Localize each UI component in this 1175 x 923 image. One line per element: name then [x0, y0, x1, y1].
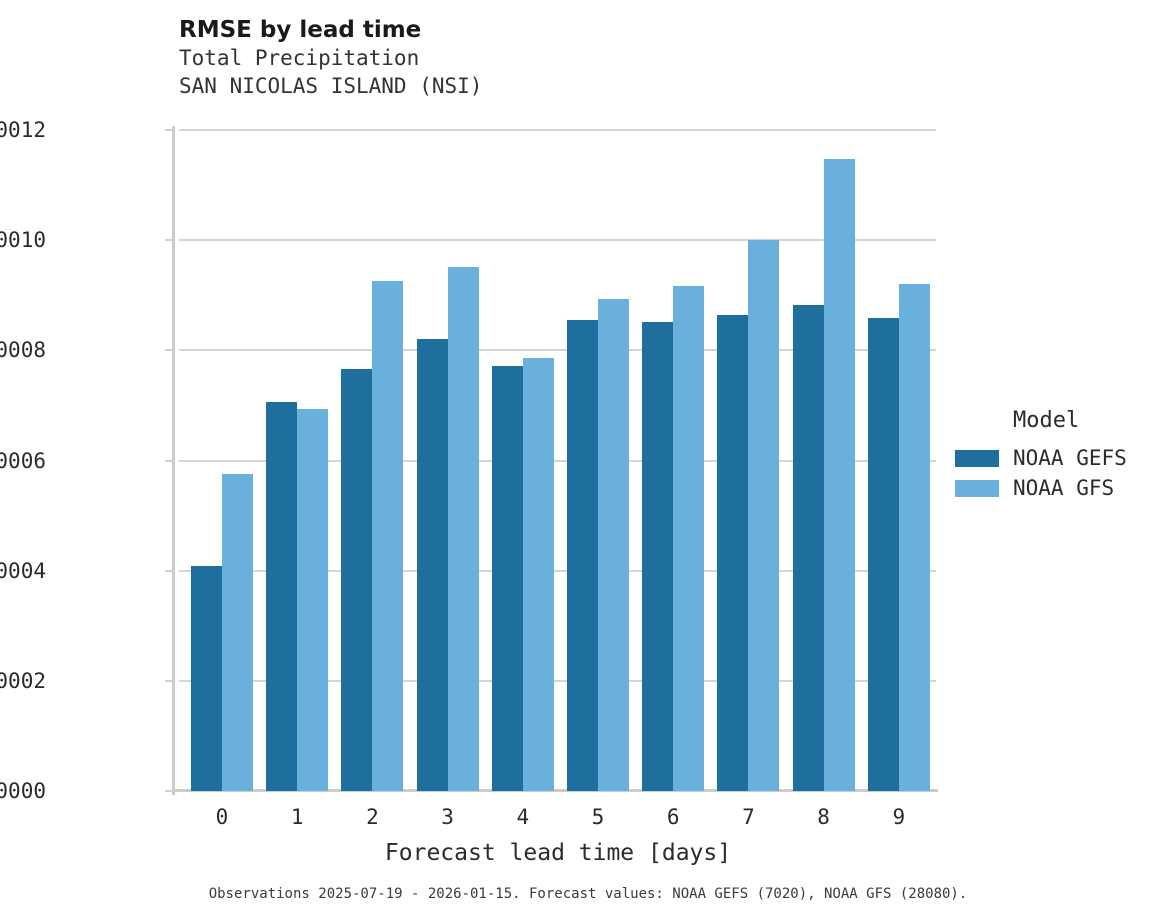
legend-title: Model — [1013, 408, 1080, 433]
bar — [522, 357, 554, 791]
y-tick-mark — [165, 790, 173, 792]
bar — [598, 299, 629, 791]
y-axis-spine — [172, 126, 175, 795]
x-tick-label: 1 — [290, 805, 304, 829]
bar — [372, 281, 404, 791]
y-tick-mark — [165, 569, 173, 572]
y-tick-mark — [165, 459, 173, 462]
bar — [567, 319, 598, 791]
gridline — [179, 569, 936, 572]
x-axis-title: Forecast lead time [days] — [384, 840, 732, 866]
legend-entries: NOAA GEFS NOAA GFS — [955, 443, 1175, 503]
x-tick-label: 5 — [591, 805, 605, 829]
bar — [748, 240, 780, 791]
legend-swatch — [955, 479, 999, 497]
x-axis-spine — [172, 789, 938, 792]
page-title: RMSE by lead time — [179, 17, 422, 43]
x-tick-label: 2 — [366, 805, 379, 829]
y-tick-label: 0.00010 — [0, 228, 46, 253]
y-tick-mark — [165, 129, 173, 131]
bar — [491, 365, 523, 791]
chart-title-block: RMSE by lead time Total Precipitation SA… — [179, 16, 482, 100]
legend-item[interactable]: NOAA GFS — [955, 473, 1175, 503]
x-tick-label: 7 — [742, 805, 755, 829]
bar — [823, 159, 855, 791]
bar — [673, 286, 705, 791]
bar — [341, 368, 373, 791]
y-tick-mark — [165, 349, 173, 352]
bar — [792, 305, 824, 791]
bar — [447, 267, 479, 791]
x-tick-label: 0 — [215, 805, 229, 829]
legend-label: NOAA GFS — [1013, 476, 1115, 500]
x-tick-label: 8 — [817, 805, 830, 829]
legend-label: NOAA GEFS — [1013, 446, 1127, 470]
bar — [717, 315, 749, 791]
legend-item[interactable]: NOAA GEFS — [955, 443, 1175, 473]
y-tick-label: 0.00006 — [0, 448, 46, 473]
x-tick-label: 6 — [666, 805, 680, 829]
x-tick-label: 4 — [516, 805, 530, 829]
x-tick-label: 3 — [441, 805, 454, 829]
footnote: Observations 2025-07-19 - 2026-01-15. Fo… — [208, 886, 968, 902]
bar — [898, 284, 930, 791]
bar — [642, 322, 674, 791]
bar — [416, 339, 448, 791]
bar — [297, 409, 329, 791]
gridline — [179, 459, 936, 462]
y-tick-mark — [165, 679, 173, 682]
y-tick-label: 0.00004 — [0, 558, 46, 583]
y-tick-mark — [165, 239, 173, 242]
chart-subtitle-variable: Total Precipitation — [179, 46, 420, 70]
bar — [266, 401, 298, 791]
plot-area — [179, 129, 936, 791]
y-tick-label: 0.00008 — [0, 338, 46, 363]
gridline — [179, 679, 936, 682]
bar — [222, 474, 253, 791]
gridline — [179, 239, 936, 242]
gridline — [179, 349, 936, 352]
legend-swatch — [955, 449, 999, 467]
chart-subtitle-station: SAN NICOLAS ISLAND (NSI) — [179, 74, 483, 98]
x-tick-label: 9 — [892, 805, 906, 829]
bar — [191, 566, 222, 791]
legend: Model NOAA GEFS NOAA GFS — [955, 408, 1175, 503]
bar — [867, 317, 899, 791]
gridline — [179, 129, 936, 131]
